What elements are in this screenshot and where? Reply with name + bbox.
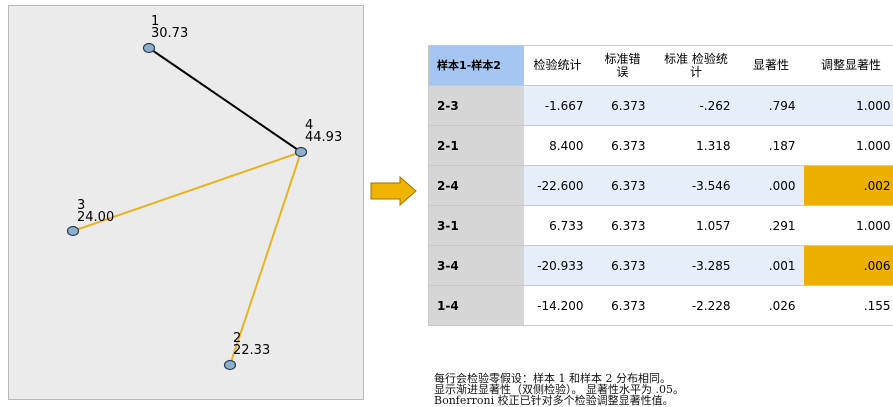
pairwise-comparison-table: 样本1-样本2 检验统计 标准错误 标准 检验统计 显著性 调整显著性 2-3 … (428, 45, 893, 326)
node-1[interactable] (144, 44, 155, 53)
node-1-value: 30.73 (151, 26, 188, 41)
cell-std-error: 6.373 (592, 206, 654, 246)
cell-significance: .794 (739, 86, 804, 126)
header-significance: 显著性 (739, 46, 804, 86)
table-row[interactable]: 2-4 -22.600 6.373 -3.546 .000 .002 (429, 166, 893, 206)
cell-std-test-statistic: -3.285 (654, 246, 739, 286)
table-header-row: 样本1-样本2 检验统计 标准错误 标准 检验统计 显著性 调整显著性 (429, 46, 893, 86)
node-2[interactable] (225, 361, 236, 370)
cell-test-statistic: -22.600 (524, 166, 592, 206)
header-adjusted-significance: 调整显著性 (804, 46, 893, 86)
cell-significance: .001 (739, 246, 804, 286)
cell-test-statistic: -14.200 (524, 286, 592, 326)
node-2-value: 22.33 (233, 343, 270, 358)
cell-test-statistic: -20.933 (524, 246, 592, 286)
cell-adjusted-significance: 1.000 (804, 126, 893, 166)
cell-significance: .026 (739, 286, 804, 326)
cell-std-test-statistic: -.262 (654, 86, 739, 126)
cell-test-statistic: 6.733 (524, 206, 592, 246)
edge-1-4 (149, 48, 301, 152)
table-row[interactable]: 3-1 6.733 6.373 1.057 .291 1.000 (429, 206, 893, 246)
row-pair: 3-4 (429, 246, 524, 286)
row-pair: 2-3 (429, 86, 524, 126)
header-pair: 样本1-样本2 (429, 46, 524, 86)
cell-adjusted-significance-highlighted: .002 (804, 166, 893, 206)
cell-std-test-statistic: -2.228 (654, 286, 739, 326)
row-pair: 1-4 (429, 286, 524, 326)
row-pair: 2-4 (429, 166, 524, 206)
table-row[interactable]: 2-1 8.400 6.373 1.318 .187 1.000 (429, 126, 893, 166)
table-row[interactable]: 2-3 -1.667 6.373 -.262 .794 1.000 (429, 86, 893, 126)
node-3[interactable] (68, 227, 79, 236)
node-4-value: 44.93 (305, 130, 342, 145)
cell-adjusted-significance: .155 (804, 286, 893, 326)
node-4[interactable] (296, 148, 307, 157)
cell-std-error: 6.373 (592, 166, 654, 206)
cell-significance: .187 (739, 126, 804, 166)
cell-adjusted-significance: 1.000 (804, 86, 893, 126)
table-footnotes: 每行会检验零假设：样本 1 和样本 2 分布相同。 显示渐进显著性（双侧检验）。… (434, 373, 889, 406)
cell-std-error: 6.373 (592, 286, 654, 326)
cell-test-statistic: -1.667 (524, 86, 592, 126)
cell-std-error: 6.373 (592, 86, 654, 126)
cell-test-statistic: 8.400 (524, 126, 592, 166)
cell-significance: .291 (739, 206, 804, 246)
cell-adjusted-significance-highlighted: .006 (804, 246, 893, 286)
cell-std-test-statistic: -3.546 (654, 166, 739, 206)
cell-adjusted-significance: 1.000 (804, 206, 893, 246)
pairwise-comparison-graph: 1 30.73 4 44.93 3 24.00 2 22.33 (8, 5, 364, 400)
graph-canvas: 1 30.73 4 44.93 3 24.00 2 22.33 (9, 6, 365, 401)
header-std-error: 标准错误 (592, 46, 654, 86)
row-pair: 2-1 (429, 126, 524, 166)
header-std-test-statistic: 标准 检验统计 (654, 46, 739, 86)
cell-std-error: 6.373 (592, 246, 654, 286)
stats-table: 样本1-样本2 检验统计 标准错误 标准 检验统计 显著性 调整显著性 2-3 … (428, 45, 893, 326)
footnote-bonferroni: Bonferroni 校正已针对多个检验调整显著性值。 (434, 395, 889, 406)
row-pair: 3-1 (429, 206, 524, 246)
table-row[interactable]: 1-4 -14.200 6.373 -2.228 .026 .155 (429, 286, 893, 326)
node-3-value: 24.00 (77, 210, 114, 225)
cell-std-test-statistic: 1.318 (654, 126, 739, 166)
table-row[interactable]: 3-4 -20.933 6.373 -3.285 .001 .006 (429, 246, 893, 286)
right-arrow-icon (370, 176, 418, 206)
header-test-statistic: 检验统计 (524, 46, 592, 86)
cell-std-test-statistic: 1.057 (654, 206, 739, 246)
cell-significance: .000 (739, 166, 804, 206)
cell-std-error: 6.373 (592, 126, 654, 166)
